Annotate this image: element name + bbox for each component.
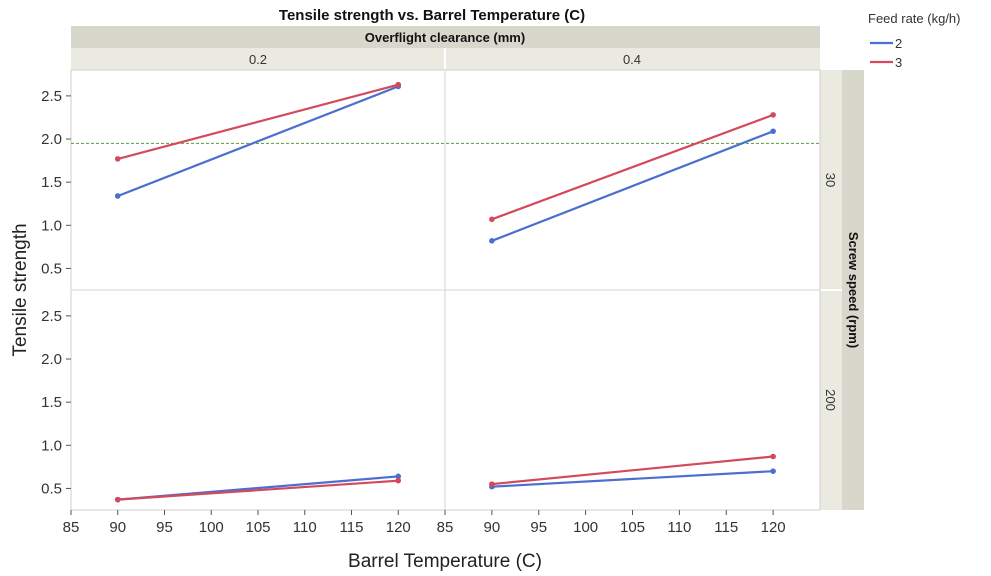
data-point-feed-3-row-200-col-0.2-x-120 [395, 477, 402, 484]
data-point-feed-3-row-200-col-0.4-x-120 [770, 453, 776, 460]
y-tick-label-row-200-2.0: 2.0 [41, 351, 62, 368]
column-facet-strip [71, 26, 820, 48]
series-line-feed-2-row-30-col-0.2 [117, 85, 399, 198]
data-point-feed-3-row-30-col-0.4-x-90 [489, 216, 495, 223]
row-level-label-200: 200 [823, 389, 838, 411]
x-axis-title: Barrel Temperature (C) [348, 551, 542, 572]
data-point-feed-3-row-200-col-0.2-x-90 [114, 496, 121, 503]
y-tick-label-row-200-2.5: 2.5 [41, 308, 62, 325]
y-tick-label-row-30-0.5: 0.5 [41, 260, 62, 277]
data-point-feed-2-row-200-col-0.4-x-120 [770, 468, 776, 474]
x-tick-label-col-0.2-120: 120 [386, 519, 411, 536]
x-tick-label-col-0.2-100: 100 [199, 519, 224, 536]
x-tick-label-col-0.4-90: 90 [484, 519, 501, 536]
x-tick-label-col-0.4-110: 110 [667, 519, 691, 536]
x-tick-label-col-0.2-95: 95 [156, 519, 173, 536]
x-tick-label-col-0.4-95: 95 [530, 519, 547, 536]
x-tick-label-col-0.2-110: 110 [293, 519, 317, 536]
series-line-feed-3-row-30-col-0.4 [491, 113, 774, 221]
series-line-feed-2-row-30-col-0.4 [491, 130, 774, 242]
y-axis-title: Tensile strength [10, 223, 31, 356]
y-tick-label-row-30-1.5: 1.5 [41, 174, 62, 191]
series-line-feed-3-row-200-col-0.2 [117, 479, 399, 501]
data-point-feed-2-row-30-col-0.4-x-90 [489, 238, 495, 244]
data-point-feed-2-row-30-col-0.4-x-120 [770, 128, 776, 135]
column-level-label-0.4: 0.4 [623, 52, 641, 67]
y-tick-label-row-30-2.5: 2.5 [41, 88, 62, 105]
series-line-feed-2-row-200-col-0.4 [491, 470, 774, 488]
series-line-feed-3-row-30-col-0.2 [117, 83, 399, 160]
x-tick-label-col-0.4-105: 105 [620, 519, 645, 536]
data-point-feed-2-row-200-col-0.2-x-120 [395, 473, 402, 480]
y-tick-label-row-30-2.0: 2.0 [41, 131, 62, 148]
data-point-feed-3-row-30-col-0.4-x-120 [770, 112, 776, 118]
y-tick-label-row-30-1.0: 1.0 [41, 217, 62, 234]
y-tick-label-row-200-1.5: 1.5 [41, 394, 62, 411]
x-tick-label-col-0.4-120: 120 [761, 519, 786, 536]
data-point-feed-3-row-200-col-0.4-x-90 [489, 481, 495, 487]
x-tick-label-col-0.2-105: 105 [245, 519, 270, 536]
x-tick-label-col-0.2-90: 90 [109, 519, 126, 536]
x-tick-label-col-0.4-115: 115 [714, 519, 738, 536]
legend-label-3: 3 [895, 55, 902, 70]
legend-label-2: 2 [895, 36, 902, 51]
legend: 23 [870, 36, 902, 70]
x-tick-label-col-0.2-85: 85 [63, 519, 80, 536]
row-facet-strip [842, 70, 864, 510]
row-facet-title: Screw speed (rpm) [846, 232, 861, 348]
x-tick-label-col-0.2-115: 115 [340, 519, 364, 536]
x-tick-label-col-0.4-85: 85 [437, 519, 454, 536]
y-tick-label-row-200-1.0: 1.0 [41, 437, 62, 454]
data-point-feed-3-row-30-col-0.2-x-120 [395, 81, 402, 88]
data-point-feed-2-row-30-col-0.2-x-90 [114, 193, 121, 199]
legend-title: Feed rate (kg/h) [868, 11, 961, 26]
column-facet-title: Overflight clearance (mm) [365, 30, 525, 45]
data-point-feed-3-row-30-col-0.2-x-90 [114, 156, 121, 162]
y-tick-label-row-200-0.5: 0.5 [41, 480, 62, 497]
column-level-label-0.2: 0.2 [249, 52, 267, 67]
axis-layer: 0.5 1.0 1.5 2.0 2.5 0.5 1.0 1.5 2.0 2.5 85 90 95 100 1… [41, 88, 786, 536]
row-level-label-30: 30 [823, 173, 838, 187]
series-layer [114, 81, 776, 503]
chart-title: Tensile strength vs. Barrel Temperature … [279, 7, 585, 24]
series-line-feed-3-row-200-col-0.4 [491, 455, 774, 486]
x-tick-label-col-0.4-100: 100 [573, 519, 598, 536]
